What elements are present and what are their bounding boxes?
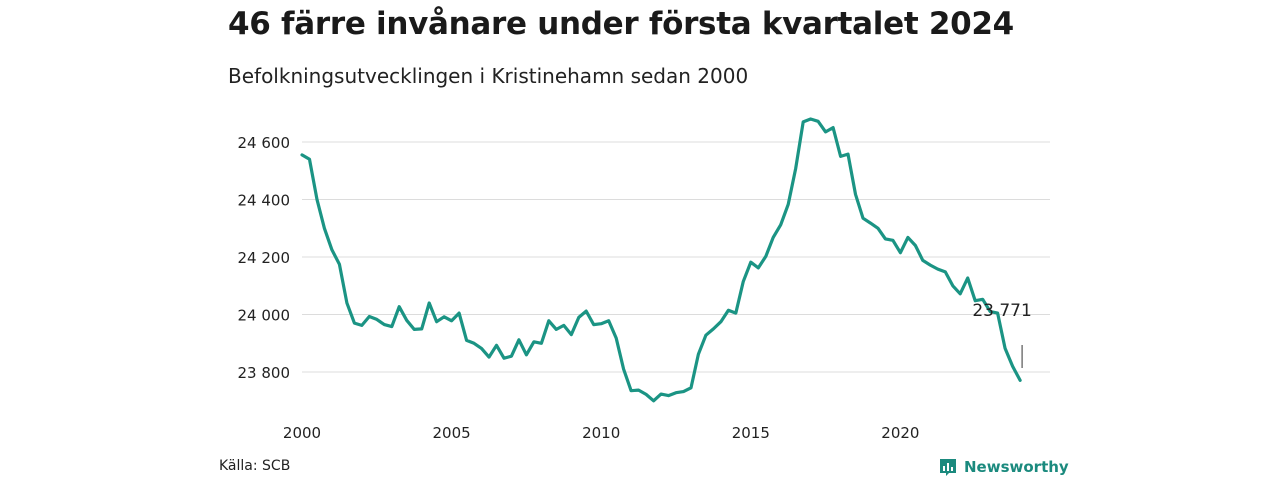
end-value-label: 23 771 [972, 301, 1031, 321]
y-axis-ticks: 23 800 24 000 24 200 24 400 24 600 [238, 134, 291, 382]
brand-name: Newsworthy [964, 458, 1069, 476]
brand-logo: Newsworthy [938, 457, 1069, 477]
gridlines [302, 141, 1050, 373]
x-tick-label: 2015 [732, 424, 770, 442]
x-tick-label: 2000 [283, 424, 321, 442]
x-tick-label: 2005 [433, 424, 471, 442]
series-layer [300, 117, 1022, 403]
chart-title: 46 färre invånare under första kvartalet… [228, 6, 1014, 42]
bar-chart-speech-icon [940, 459, 956, 476]
end-label-layer: 23 771 [972, 301, 1032, 368]
chart-subtitle: Befolkningsutvecklingen i Kristinehamn s… [228, 64, 749, 88]
y-tick-label: 24 200 [238, 249, 291, 267]
x-tick-label: 2020 [881, 424, 919, 442]
y-tick-label: 24 400 [238, 192, 291, 210]
source-note: Källa: SCB [219, 458, 291, 474]
x-axis-ticks: 2000 2005 2010 2015 2020 [283, 424, 920, 442]
population-line [300, 117, 1022, 403]
y-tick-label: 23 800 [238, 364, 291, 382]
x-tick-label: 2010 [582, 424, 620, 442]
y-tick-label: 24 600 [238, 134, 291, 152]
y-tick-label: 24 000 [238, 307, 291, 325]
